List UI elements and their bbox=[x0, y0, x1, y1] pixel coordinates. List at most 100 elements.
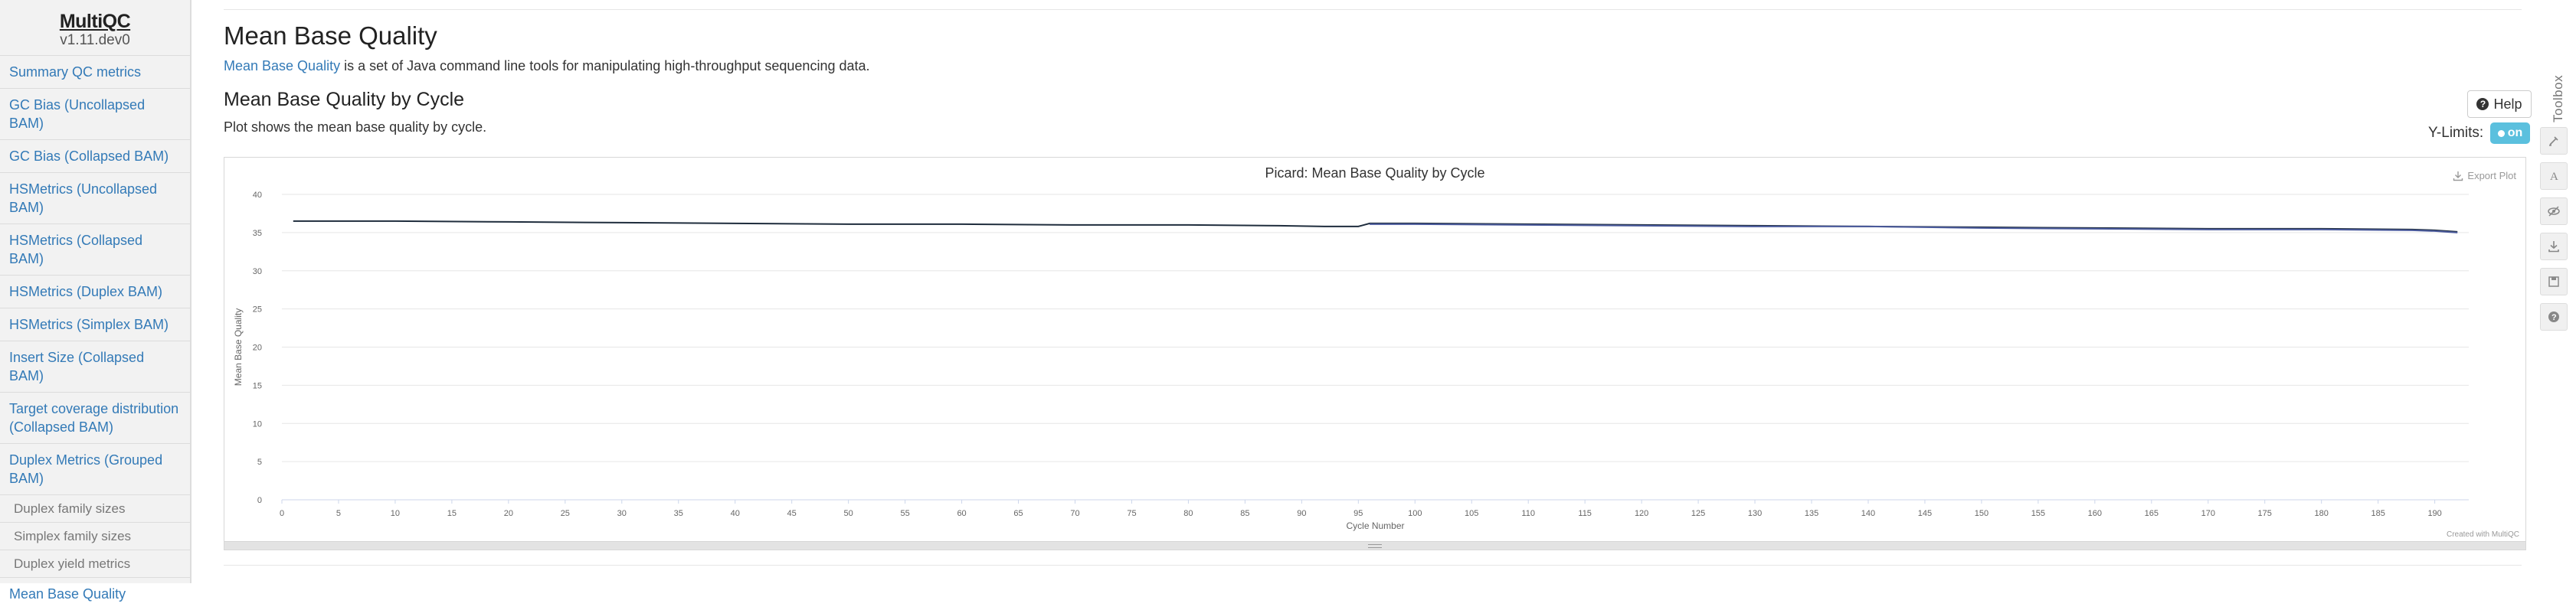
help-button[interactable]: ? Help bbox=[2467, 90, 2532, 118]
module-link[interactable]: Mean Base Quality bbox=[224, 58, 341, 73]
x-tick-label: 105 bbox=[1465, 509, 1478, 518]
multiqc-logo[interactable]: MultiQC v1.11.dev0 bbox=[0, 0, 190, 55]
x-tick-label: 5 bbox=[336, 509, 341, 518]
sidebar-item[interactable]: GC Bias (Collapsed BAM) bbox=[0, 139, 190, 172]
question-circle-icon: ? bbox=[2476, 98, 2489, 110]
sidebar-nav: Summary QC metrics GC Bias (Uncollapsed B… bbox=[0, 55, 190, 610]
hide-icon[interactable] bbox=[2540, 197, 2568, 225]
chart-title: Picard: Mean Base Quality by Cycle bbox=[1265, 165, 1484, 181]
x-tick-label: 60 bbox=[957, 509, 966, 518]
x-tick-label: 165 bbox=[2145, 509, 2159, 518]
sidebar-item[interactable]: Insert Size (Collapsed BAM) bbox=[0, 341, 190, 392]
ylimits-toggle[interactable]: on bbox=[2490, 122, 2530, 144]
x-tick-label: 35 bbox=[674, 509, 683, 518]
y-tick-label: 30 bbox=[253, 267, 262, 276]
sidebar-item[interactable]: Duplex Metrics (Grouped BAM) bbox=[0, 443, 190, 494]
x-tick-label: 65 bbox=[1013, 509, 1023, 518]
highlight-icon[interactable] bbox=[2540, 127, 2568, 155]
module-intro: Mean Base Quality is a set of Java comma… bbox=[224, 57, 870, 75]
help-icon[interactable]: ? bbox=[2540, 303, 2568, 331]
x-tick-label: 15 bbox=[447, 509, 457, 518]
x-tick-label: 130 bbox=[1748, 509, 1762, 518]
x-tick-label: 185 bbox=[2371, 509, 2385, 518]
logo-title: MultiQC bbox=[59, 11, 131, 32]
x-tick-label: 45 bbox=[787, 509, 797, 518]
svg-text:?: ? bbox=[2551, 313, 2557, 322]
series-line[interactable] bbox=[1370, 223, 2458, 233]
x-tick-label: 135 bbox=[1805, 509, 1818, 518]
export-icon[interactable] bbox=[2540, 233, 2568, 260]
sidebar-subitem[interactable]: Simplex family sizes bbox=[0, 522, 190, 550]
y-tick-label: 40 bbox=[253, 191, 262, 200]
x-tick-label: 110 bbox=[1521, 509, 1535, 518]
grip-icon bbox=[1368, 544, 1382, 548]
sidebar-subitem[interactable]: Duplex yield metrics bbox=[0, 550, 190, 577]
x-tick-label: 175 bbox=[2258, 509, 2272, 518]
x-tick-label: 55 bbox=[900, 509, 909, 518]
download-icon bbox=[2453, 171, 2463, 181]
x-tick-label: 150 bbox=[1975, 509, 1988, 518]
toolbox-tab[interactable]: Toolbox bbox=[2551, 61, 2568, 122]
series-line[interactable] bbox=[293, 220, 2458, 233]
x-tick-label: 95 bbox=[1353, 509, 1363, 518]
x-tick-label: 0 bbox=[280, 509, 284, 518]
x-tick-label: 170 bbox=[2201, 509, 2215, 518]
x-tick-label: 140 bbox=[1861, 509, 1875, 518]
export-plot-label: Export Plot bbox=[2467, 170, 2516, 181]
x-tick-label: 160 bbox=[2088, 509, 2102, 518]
x-tick-label: 85 bbox=[1240, 509, 1249, 518]
x-tick-label: 100 bbox=[1408, 509, 1422, 518]
plot-credit: Created with MultiQC bbox=[2446, 530, 2519, 539]
sidebar: MultiQC v1.11.dev0 Summary QC metrics GC … bbox=[0, 0, 191, 602]
x-tick-label: 90 bbox=[1297, 509, 1306, 518]
x-tick-label: 70 bbox=[1070, 509, 1079, 518]
x-tick-label: 30 bbox=[617, 509, 627, 518]
sidebar-item[interactable]: GC Bias (Uncollapsed BAM) bbox=[0, 88, 190, 139]
main-content: Mean Base Quality Mean Base Quality is a… bbox=[191, 0, 2538, 583]
x-tick-label: 190 bbox=[2427, 509, 2441, 518]
x-tick-label: 20 bbox=[504, 509, 513, 518]
ylimits-label: Y-Limits: bbox=[2428, 125, 2484, 141]
x-tick-label: 180 bbox=[2315, 509, 2329, 518]
sidebar-item[interactable]: HSMetrics (Collapsed BAM) bbox=[0, 223, 190, 275]
module-intro-text: is a set of Java command line tools for … bbox=[340, 58, 870, 73]
y-tick-label: 35 bbox=[253, 229, 262, 238]
ylimits-toggle-label: on bbox=[2507, 126, 2523, 139]
x-tick-label: 40 bbox=[731, 509, 740, 518]
top-divider bbox=[224, 9, 2522, 10]
y-axis-label: Mean Base Quality bbox=[233, 308, 244, 386]
x-tick-label: 125 bbox=[1691, 509, 1705, 518]
sidebar-subitem[interactable]: Duplex family sizes bbox=[0, 494, 190, 522]
page-title: Mean Base Quality bbox=[224, 21, 437, 50]
sidebar-item[interactable]: HSMetrics (Simplex BAM) bbox=[0, 308, 190, 341]
x-tick-label: 115 bbox=[1578, 509, 1592, 518]
x-tick-label: 75 bbox=[1127, 509, 1136, 518]
section-description: Plot shows the mean base quality by cycl… bbox=[224, 119, 487, 135]
y-tick-label: 10 bbox=[253, 419, 262, 429]
toggle-knob-icon bbox=[2497, 129, 2505, 137]
bottom-divider bbox=[224, 565, 2522, 566]
y-tick-label: 20 bbox=[253, 344, 262, 353]
sidebar-item[interactable]: HSMetrics (Duplex BAM) bbox=[0, 275, 190, 308]
x-tick-label: 145 bbox=[1918, 509, 1932, 518]
plot-container: 0 5 10 15 20 25 30 35 40 0 5 10 15 20 25 30 35 40 45 50 55 60… bbox=[224, 157, 2526, 550]
save-icon[interactable] bbox=[2540, 268, 2568, 295]
sidebar-item[interactable]: HSMetrics (Uncollapsed BAM) bbox=[0, 172, 190, 223]
plot-resize-handle[interactable] bbox=[224, 541, 2525, 550]
y-tick-label: 5 bbox=[257, 458, 262, 467]
sidebar-item[interactable]: Summary QC metrics bbox=[0, 55, 190, 88]
x-tick-label: 155 bbox=[2031, 509, 2045, 518]
help-button-label: Help bbox=[2493, 96, 2522, 112]
sidebar-item[interactable]: Mean Base Quality bbox=[0, 577, 190, 610]
sidebar-item[interactable]: Target coverage distribution (Collapsed … bbox=[0, 392, 190, 443]
x-tick-label: 120 bbox=[1635, 509, 1648, 518]
export-plot-button[interactable]: Export Plot bbox=[2453, 170, 2516, 181]
toolbox-label: Toolbox bbox=[2551, 74, 2565, 122]
y-tick-label: 15 bbox=[253, 381, 262, 390]
y-tick-label: 0 bbox=[257, 496, 262, 505]
rename-icon[interactable]: A bbox=[2540, 162, 2568, 190]
logo-version: v1.11.dev0 bbox=[60, 32, 130, 48]
section-title: Mean Base Quality by Cycle bbox=[224, 89, 465, 110]
x-tick-label: 25 bbox=[561, 509, 570, 518]
line-chart[interactable]: 0 5 10 15 20 25 30 35 40 0 5 10 15 20 25 30 35 40 45 50 55 60… bbox=[224, 158, 2525, 540]
